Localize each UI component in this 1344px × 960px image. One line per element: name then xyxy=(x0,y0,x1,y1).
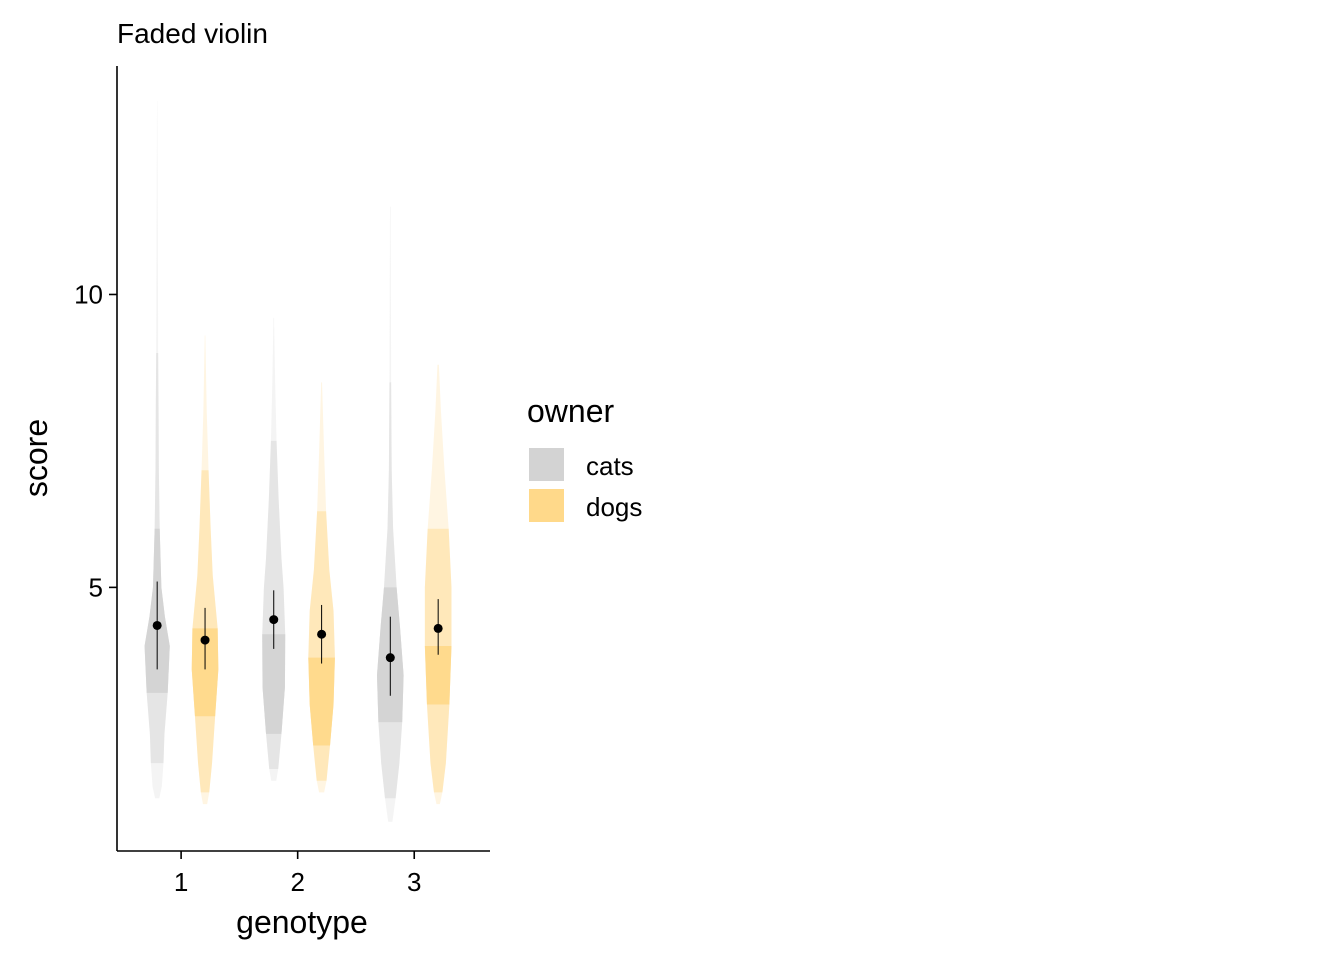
x-tick-label: 3 xyxy=(407,867,421,897)
legend-label-cats: cats xyxy=(586,451,634,481)
y-ticks: 5 10 xyxy=(74,279,117,602)
legend-label-dogs: dogs xyxy=(586,492,642,522)
legend-key-dogs xyxy=(529,489,564,522)
mean-point xyxy=(385,653,395,663)
violin-dogs-2 xyxy=(308,382,335,793)
chart-title: Faded violin xyxy=(117,18,268,49)
y-tick-label: 10 xyxy=(74,279,103,309)
violin-band xyxy=(424,645,452,705)
violin-band xyxy=(262,634,286,734)
legend: cats dogs xyxy=(529,448,642,522)
mean-point xyxy=(433,623,443,633)
legend-title: owner xyxy=(527,393,615,429)
plot-area xyxy=(144,101,452,822)
mean-point xyxy=(200,635,210,645)
violin-band xyxy=(191,628,219,717)
violin-band xyxy=(308,657,335,746)
violin-dogs-1 xyxy=(191,335,219,805)
mean-point xyxy=(269,615,279,625)
x-axis-title: genotype xyxy=(236,904,368,940)
mean-point xyxy=(152,620,162,630)
violin-cats-1 xyxy=(144,101,170,799)
violin-cats-3 xyxy=(376,206,404,822)
violin-dogs-3 xyxy=(424,364,452,805)
y-tick-label: 5 xyxy=(89,572,103,602)
mean-point xyxy=(317,629,327,639)
legend-key-cats xyxy=(529,448,564,481)
y-axis-title: score xyxy=(18,419,54,497)
x-ticks: 1 2 3 xyxy=(174,851,421,897)
x-tick-label: 2 xyxy=(290,867,304,897)
violin-cats-2 xyxy=(262,317,286,781)
x-tick-label: 1 xyxy=(174,867,188,897)
